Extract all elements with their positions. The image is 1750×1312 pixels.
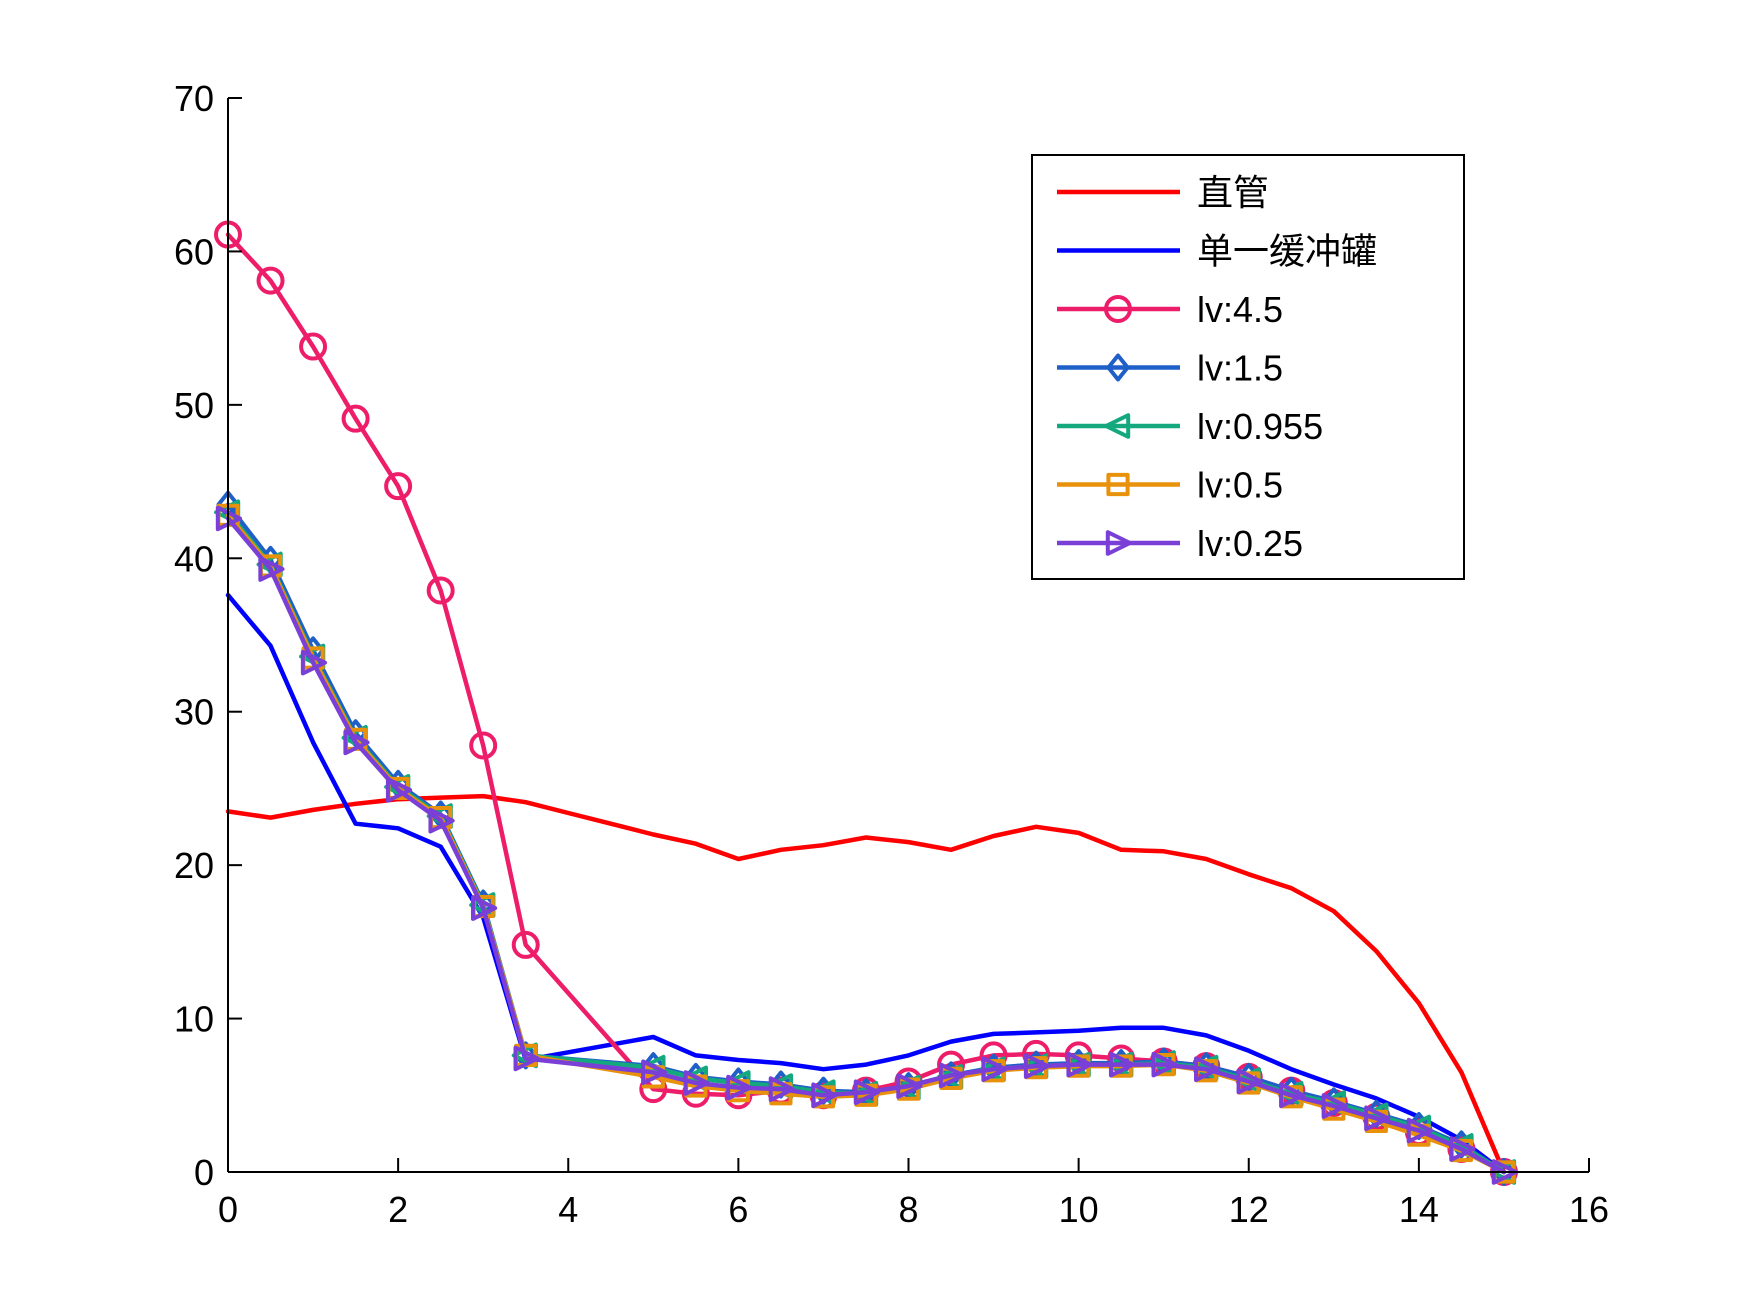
legend-entry-2: lv:4.5 bbox=[1057, 289, 1283, 330]
series-6-point-24 bbox=[1321, 1093, 1348, 1119]
series-6-point-22 bbox=[1236, 1068, 1263, 1095]
series-layer bbox=[214, 220, 1518, 1186]
legend-marker-2 bbox=[1104, 295, 1132, 323]
series-6-point-23 bbox=[1279, 1082, 1306, 1109]
series-6-point-12 bbox=[811, 1082, 838, 1109]
series-1 bbox=[225, 592, 1507, 1175]
series-6-point-5 bbox=[428, 807, 455, 834]
series-2-point-6 bbox=[469, 731, 498, 760]
legend-label-5: lv:0.5 bbox=[1197, 465, 1283, 506]
legend-marker-6 bbox=[1105, 530, 1132, 556]
series-2-point-1 bbox=[256, 266, 285, 295]
x-tick-label-0: 0 bbox=[218, 1189, 238, 1230]
x-tick-label-3: 6 bbox=[728, 1189, 748, 1230]
y-tick-label-3: 30 bbox=[174, 692, 214, 733]
legend-entry-4: lv:0.955 bbox=[1057, 406, 1323, 447]
series-6-point-16 bbox=[981, 1056, 1008, 1083]
series-line-6 bbox=[225, 516, 1507, 1175]
series-6-point-20 bbox=[1151, 1051, 1178, 1078]
series-6-point-9 bbox=[683, 1070, 710, 1096]
x-tick-label-6: 12 bbox=[1229, 1189, 1269, 1230]
series-6-point-3 bbox=[343, 729, 370, 756]
y-tick-label-7: 70 bbox=[174, 78, 214, 119]
legend-entry-1: 单一缓冲罐 bbox=[1057, 231, 1377, 272]
y-tick-label-6: 60 bbox=[174, 231, 214, 272]
series-6-point-4 bbox=[385, 777, 413, 803]
series-2-point-4 bbox=[384, 472, 413, 501]
series-2-point-5 bbox=[426, 576, 455, 605]
legend-label-3: lv:1.5 bbox=[1197, 348, 1283, 389]
series-6-point-11 bbox=[768, 1076, 795, 1102]
series-6-point-19 bbox=[1108, 1051, 1136, 1078]
x-tick-label-7: 14 bbox=[1399, 1189, 1439, 1230]
series-line-0 bbox=[225, 793, 1507, 1175]
series-6-point-10 bbox=[726, 1074, 753, 1101]
legend-entry-3: lv:1.5 bbox=[1057, 348, 1283, 389]
series-line-1 bbox=[225, 592, 1507, 1175]
x-tick-label-8: 16 bbox=[1569, 1189, 1609, 1230]
y-tick-label-1: 10 bbox=[174, 999, 214, 1040]
series-6-point-21 bbox=[1194, 1056, 1221, 1083]
series-6-point-6 bbox=[470, 895, 498, 921]
legend-marker-4 bbox=[1104, 413, 1131, 439]
legend-label-2: lv:4.5 bbox=[1197, 289, 1283, 330]
legend-label-6: lv:0.25 bbox=[1197, 523, 1303, 564]
y-tick-label-5: 50 bbox=[174, 385, 214, 426]
x-tick-label-2: 4 bbox=[558, 1189, 578, 1230]
series-6-point-7 bbox=[513, 1045, 540, 1072]
x-tick-label-1: 2 bbox=[388, 1189, 408, 1230]
series-6-point-18 bbox=[1066, 1051, 1093, 1078]
series-2-point-2 bbox=[299, 332, 328, 361]
series-6-point-1 bbox=[258, 556, 285, 582]
series-2-point-3 bbox=[341, 404, 370, 433]
series-0 bbox=[225, 793, 1507, 1175]
series-6-point-14 bbox=[896, 1073, 923, 1099]
series-6-point-8 bbox=[641, 1059, 668, 1086]
series-6-point-17 bbox=[1023, 1053, 1051, 1079]
series-6-point-2 bbox=[300, 649, 328, 676]
legend-label-4: lv:0.955 bbox=[1197, 406, 1323, 447]
series-6-point-15 bbox=[938, 1062, 966, 1089]
series-2-point-7 bbox=[511, 930, 540, 959]
legend-entry-0: 直管 bbox=[1057, 172, 1269, 213]
series-6-point-25 bbox=[1364, 1105, 1391, 1132]
series-6-point-27 bbox=[1449, 1136, 1476, 1162]
legend-label-0: 直管 bbox=[1197, 172, 1269, 213]
legend-marker-5 bbox=[1106, 472, 1130, 497]
x-tick-label-5: 10 bbox=[1059, 1189, 1099, 1230]
legend-label-1: 单一缓冲罐 bbox=[1197, 231, 1377, 272]
y-tick-label-4: 40 bbox=[174, 538, 214, 579]
x-tick-label-4: 8 bbox=[898, 1189, 918, 1230]
legend-entry-6: lv:0.25 bbox=[1057, 523, 1303, 564]
y-tick-label-2: 20 bbox=[174, 845, 214, 886]
series-6-point-13 bbox=[853, 1079, 880, 1106]
legend-marker-3 bbox=[1106, 353, 1130, 382]
series-6-point-26 bbox=[1406, 1117, 1433, 1144]
axes: 0 2 4 6 8 10 12 14 16 0 10 20 30 40 50 60 70 bbox=[174, 78, 1609, 1230]
y-tick-label-0: 0 bbox=[194, 1152, 214, 1193]
legend-entry-5: lv:0.5 bbox=[1057, 465, 1283, 506]
